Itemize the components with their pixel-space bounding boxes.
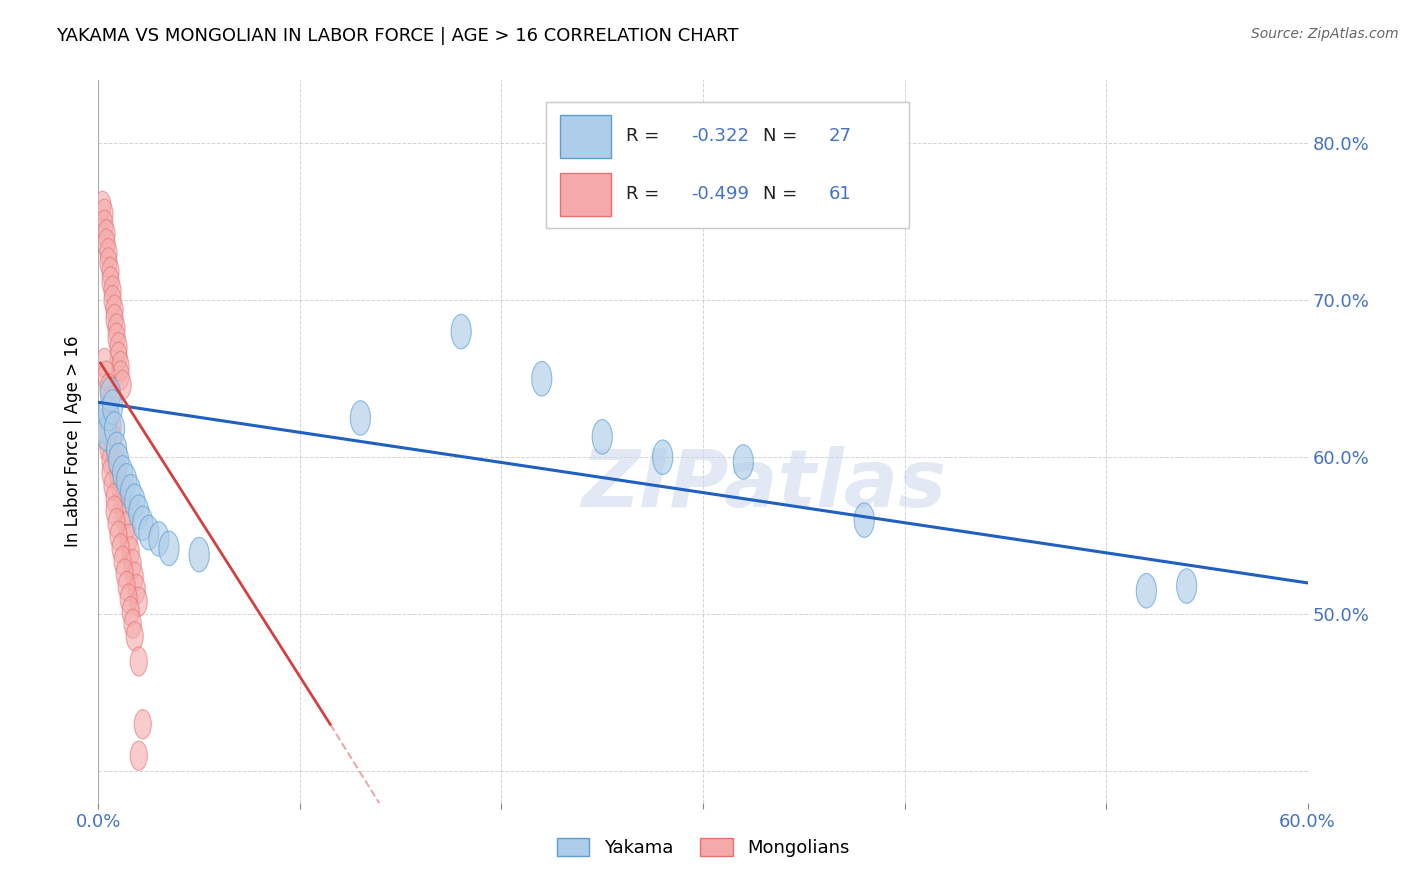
Ellipse shape — [1136, 574, 1157, 608]
Ellipse shape — [103, 267, 120, 296]
Ellipse shape — [98, 361, 115, 391]
Ellipse shape — [112, 533, 129, 563]
Ellipse shape — [139, 516, 159, 549]
Ellipse shape — [159, 531, 179, 566]
Ellipse shape — [127, 622, 143, 651]
Ellipse shape — [131, 741, 148, 771]
Ellipse shape — [114, 370, 131, 400]
Ellipse shape — [104, 424, 121, 453]
Text: Source: ZipAtlas.com: Source: ZipAtlas.com — [1251, 27, 1399, 41]
Ellipse shape — [104, 471, 121, 500]
Ellipse shape — [105, 483, 124, 513]
Ellipse shape — [131, 587, 148, 616]
Text: ZIPatlas: ZIPatlas — [581, 446, 946, 524]
Ellipse shape — [121, 475, 141, 509]
Ellipse shape — [103, 458, 120, 488]
Ellipse shape — [855, 503, 875, 537]
Ellipse shape — [734, 445, 754, 479]
Ellipse shape — [114, 486, 131, 516]
Ellipse shape — [110, 461, 127, 491]
Ellipse shape — [118, 512, 135, 541]
Ellipse shape — [652, 440, 673, 475]
Ellipse shape — [96, 411, 112, 441]
Ellipse shape — [122, 597, 139, 626]
Ellipse shape — [108, 443, 129, 478]
Ellipse shape — [108, 449, 125, 478]
Ellipse shape — [100, 377, 121, 412]
Ellipse shape — [98, 219, 115, 249]
Ellipse shape — [128, 574, 145, 604]
Ellipse shape — [96, 348, 112, 377]
Ellipse shape — [149, 522, 169, 557]
Ellipse shape — [124, 609, 141, 639]
Ellipse shape — [131, 647, 148, 676]
Ellipse shape — [103, 386, 120, 416]
Ellipse shape — [108, 314, 125, 343]
Ellipse shape — [110, 342, 127, 371]
Ellipse shape — [98, 229, 115, 259]
Ellipse shape — [124, 549, 141, 579]
Ellipse shape — [104, 411, 121, 441]
Ellipse shape — [451, 314, 471, 349]
Ellipse shape — [105, 436, 124, 466]
Ellipse shape — [134, 709, 152, 739]
Ellipse shape — [118, 572, 135, 600]
Ellipse shape — [100, 434, 117, 463]
Ellipse shape — [105, 496, 124, 525]
Ellipse shape — [108, 323, 125, 352]
Ellipse shape — [103, 399, 120, 428]
Ellipse shape — [104, 276, 121, 305]
Ellipse shape — [117, 464, 136, 498]
Ellipse shape — [104, 412, 125, 446]
Ellipse shape — [112, 351, 129, 381]
Text: YAKAMA VS MONGOLIAN IN LABOR FORCE | AGE > 16 CORRELATION CHART: YAKAMA VS MONGOLIAN IN LABOR FORCE | AGE… — [56, 27, 738, 45]
Ellipse shape — [100, 238, 117, 268]
Ellipse shape — [98, 396, 118, 431]
Ellipse shape — [94, 409, 114, 443]
Ellipse shape — [129, 495, 149, 530]
Ellipse shape — [120, 584, 138, 614]
Ellipse shape — [190, 537, 209, 572]
Ellipse shape — [107, 432, 127, 467]
Ellipse shape — [105, 295, 124, 325]
Legend: Yakama, Mongolians: Yakama, Mongolians — [547, 829, 859, 866]
Ellipse shape — [105, 304, 124, 334]
Ellipse shape — [103, 390, 122, 425]
Ellipse shape — [127, 562, 143, 591]
Ellipse shape — [100, 374, 117, 403]
Ellipse shape — [103, 446, 120, 475]
Ellipse shape — [96, 199, 112, 228]
Ellipse shape — [112, 474, 129, 503]
Ellipse shape — [98, 420, 115, 450]
Ellipse shape — [114, 546, 131, 575]
Ellipse shape — [1177, 569, 1197, 603]
Ellipse shape — [112, 361, 129, 391]
Ellipse shape — [120, 524, 138, 554]
Ellipse shape — [125, 484, 145, 518]
Ellipse shape — [132, 506, 153, 541]
Ellipse shape — [96, 211, 112, 239]
Ellipse shape — [104, 285, 121, 315]
Ellipse shape — [100, 248, 117, 277]
Ellipse shape — [103, 257, 120, 286]
Ellipse shape — [592, 419, 613, 454]
Ellipse shape — [117, 558, 134, 588]
Ellipse shape — [108, 508, 125, 538]
Ellipse shape — [110, 521, 127, 550]
Ellipse shape — [112, 456, 132, 491]
Ellipse shape — [97, 417, 117, 451]
Ellipse shape — [110, 333, 127, 362]
Ellipse shape — [350, 401, 371, 435]
Ellipse shape — [117, 500, 134, 528]
Y-axis label: In Labor Force | Age > 16: In Labor Force | Age > 16 — [65, 335, 83, 548]
Ellipse shape — [94, 191, 111, 220]
Ellipse shape — [531, 361, 551, 396]
Ellipse shape — [122, 537, 139, 566]
